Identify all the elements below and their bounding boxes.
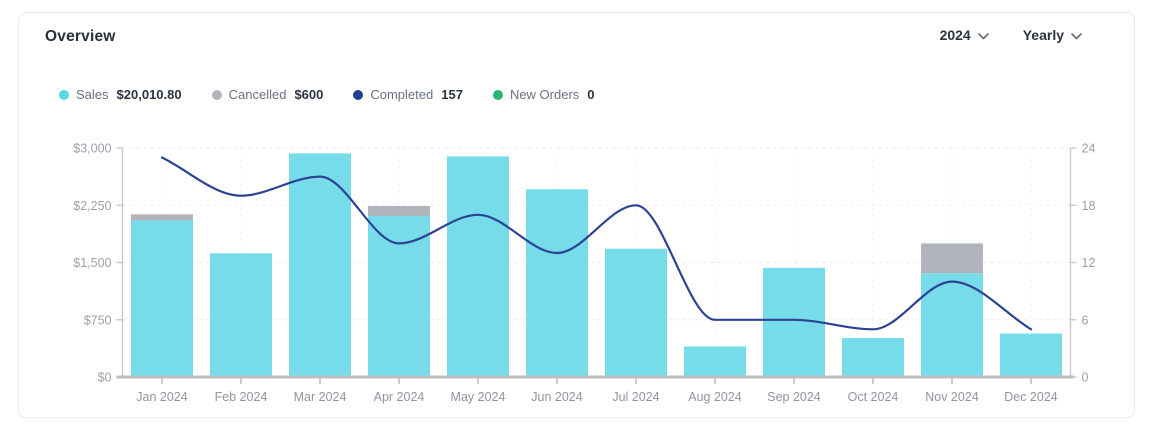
chevron-down-icon: [1071, 27, 1082, 43]
legend-value: $600: [294, 87, 324, 102]
sales-bar[interactable]: [605, 248, 667, 377]
x-axis-label: Jan 2024: [136, 390, 187, 404]
x-axis-label: Dec 2024: [1004, 390, 1058, 404]
x-axis-label: Apr 2024: [374, 390, 425, 404]
legend-value: 0: [587, 87, 595, 102]
legend-item-completed[interactable]: Completed 157: [353, 87, 463, 102]
sales-bar[interactable]: [447, 156, 509, 377]
legend-label: Completed: [370, 87, 434, 102]
year-select[interactable]: 2024: [940, 27, 989, 43]
x-axis-label: Jun 2024: [531, 390, 582, 404]
cancelled-dot-icon: [211, 89, 222, 100]
sales-bar[interactable]: [526, 189, 588, 377]
overview-chart: $3,000 24 $2,250 18 $1,500 12 $750 6 $0 0 Jan 2024…: [41, 126, 1119, 406]
legend-value: 157: [441, 87, 463, 102]
overview-card: Overview 2024 Yearly Sales $20,010.80: [18, 12, 1135, 418]
x-axis-label: Nov 2024: [925, 390, 979, 404]
legend-label: Sales: [76, 87, 109, 102]
cancelled-bar-segment[interactable]: [368, 206, 430, 216]
y-axis-tick-label: $750: [84, 313, 112, 327]
x-axis-label: Sep 2024: [767, 390, 821, 404]
legend-item-cancelled[interactable]: Cancelled $600: [211, 87, 324, 102]
sales-bar[interactable]: [368, 215, 430, 377]
period-select[interactable]: Yearly: [1023, 27, 1082, 43]
completed-dot-icon: [353, 89, 364, 100]
y-axis-tick-label: $1,500: [73, 256, 111, 270]
right-axis-tick-label: 12: [1082, 256, 1096, 270]
right-axis-tick-label: 0: [1082, 371, 1089, 385]
legend-item-new-orders[interactable]: New Orders 0: [492, 87, 595, 102]
page-title: Overview: [45, 28, 116, 45]
sales-bar[interactable]: [842, 338, 904, 377]
sales-bar[interactable]: [131, 220, 193, 377]
x-axis-label: Aug 2024: [688, 390, 742, 404]
cancelled-bar-segment[interactable]: [921, 243, 983, 274]
legend-label: Cancelled: [228, 87, 287, 102]
combo-chart-svg: $3,000 24 $2,250 18 $1,500 12 $750 6 $0 0 Jan 2024…: [73, 142, 1096, 405]
x-axis-label: Oct 2024: [848, 390, 899, 404]
y-axis-tick-label: $3,000: [73, 142, 111, 156]
sales-bar[interactable]: [1000, 333, 1062, 377]
x-axis-label: Jul 2024: [612, 390, 659, 404]
right-axis-tick-label: 24: [1082, 142, 1096, 156]
legend-value: $20,010.80: [116, 87, 182, 102]
sales-dot-icon: [59, 89, 69, 100]
legend-item-sales[interactable]: Sales $20,010.80: [59, 87, 182, 102]
y-axis-tick-label: $2,250: [73, 199, 111, 213]
period-select-value: Yearly: [1022, 27, 1064, 43]
legend-label: New Orders: [509, 87, 580, 102]
x-axis-label: May 2024: [451, 390, 506, 404]
chevron-down-icon: [977, 27, 989, 43]
year-select-value: 2024: [939, 27, 971, 43]
completed-line[interactable]: [160, 156, 1033, 331]
new-orders-dot-icon: [492, 89, 503, 100]
right-axis-tick-label: 18: [1082, 199, 1096, 213]
y-axis-tick-label: $0: [98, 371, 112, 385]
right-axis-tick-label: 6: [1082, 313, 1089, 327]
sales-bar[interactable]: [684, 346, 746, 377]
chart-legend: Sales $20,010.80 Cancelled $600 Complete…: [59, 87, 595, 102]
chart-controls: 2024 Yearly: [940, 27, 1082, 43]
cancelled-bar-segment[interactable]: [131, 214, 193, 221]
sales-bar[interactable]: [210, 253, 272, 377]
x-axis-label: Feb 2024: [215, 390, 268, 404]
sales-bar[interactable]: [289, 153, 351, 377]
x-axis-label: Mar 2024: [294, 390, 347, 404]
